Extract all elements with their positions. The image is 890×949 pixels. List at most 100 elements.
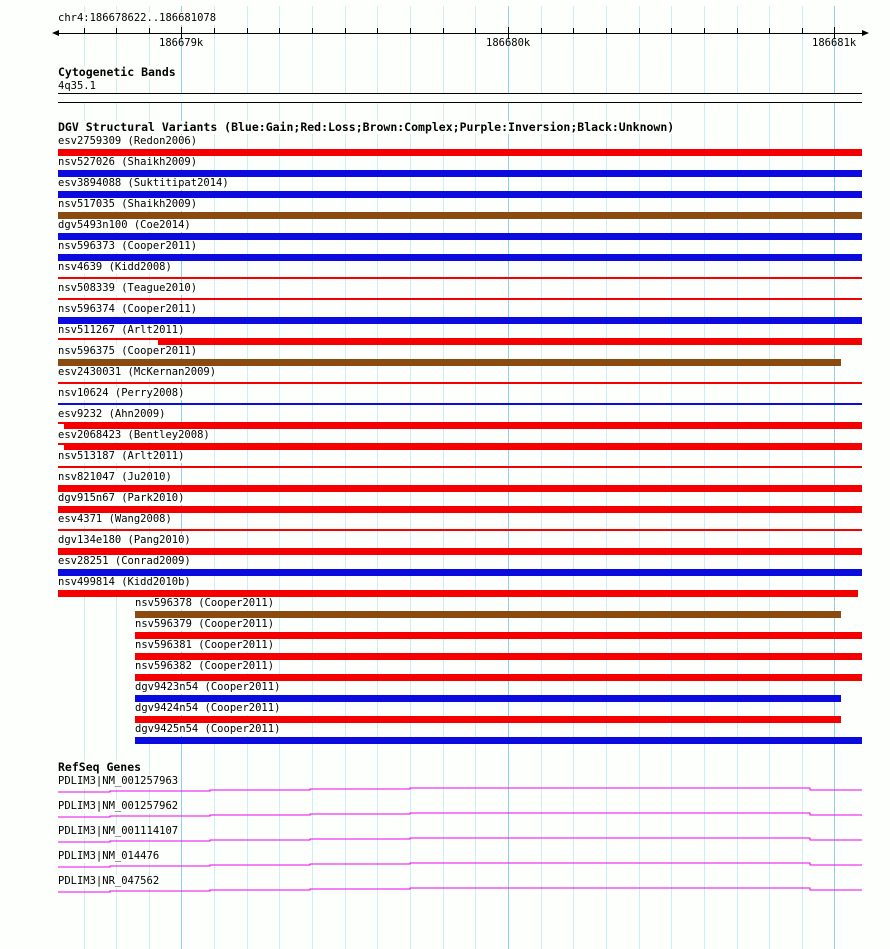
variant-label[interactable]: nsv596375 (Cooper2011) <box>58 345 200 358</box>
minor-gridline <box>247 6 248 949</box>
variant-label[interactable]: esv2759309 (Redon2006) <box>58 135 200 148</box>
minor-gridline <box>214 6 215 949</box>
variant-bar[interactable] <box>135 737 862 744</box>
refseq-genes-header: RefSeq Genes <box>58 760 142 774</box>
variant-label[interactable]: nsv513187 (Arlt2011) <box>58 450 187 463</box>
variant-label[interactable]: nsv527026 (Shaikh2009) <box>58 156 200 169</box>
ruler-minor-tick <box>116 28 117 33</box>
variant-label[interactable]: nsv508339 (Teague2010) <box>58 282 200 295</box>
ruler-minor-tick <box>704 28 705 33</box>
variant-label[interactable]: dgv9423n54 (Cooper2011) <box>135 681 283 694</box>
variant-label[interactable]: nsv10624 (Perry2008) <box>58 387 187 400</box>
variant-bar[interactable] <box>135 674 862 681</box>
ruler-minor-tick <box>606 28 607 33</box>
variant-bar[interactable] <box>135 716 841 723</box>
variant-bar[interactable] <box>135 695 841 702</box>
variant-bar[interactable] <box>58 569 862 576</box>
variant-bar[interactable] <box>135 653 862 660</box>
variant-bar[interactable] <box>58 485 862 492</box>
variant-bar[interactable] <box>158 338 862 345</box>
ruler-minor-tick <box>214 28 215 33</box>
variant-label[interactable]: esv3894088 (Suktitipat2014) <box>58 177 231 190</box>
gene-structure[interactable] <box>58 808 864 822</box>
gene-structure[interactable] <box>58 783 864 797</box>
variant-line[interactable] <box>58 466 862 468</box>
variant-label[interactable]: nsv596373 (Cooper2011) <box>58 240 200 253</box>
variant-label[interactable]: dgv5493n100 (Coe2014) <box>58 219 193 232</box>
gene-structure-line[interactable] <box>58 812 862 818</box>
variant-bar[interactable] <box>135 611 841 618</box>
cytoband-label[interactable]: 4q35.1 <box>58 80 98 93</box>
variant-label[interactable]: esv4371 (Wang2008) <box>58 513 174 526</box>
ruler-tick-label: 186681k <box>812 37 857 49</box>
variant-line[interactable] <box>58 382 862 384</box>
cytoband-glyph[interactable] <box>58 93 862 103</box>
gene-label[interactable]: PDLIM3|NM_014476 <box>58 850 162 863</box>
variant-bar[interactable] <box>64 443 862 450</box>
minor-gridline <box>769 6 770 949</box>
minor-gridline <box>279 6 280 949</box>
minor-gridline <box>737 6 738 949</box>
gene-structure-line[interactable] <box>58 887 862 893</box>
ruler-baseline <box>58 33 862 34</box>
variant-label[interactable]: nsv596378 (Cooper2011) <box>135 597 277 610</box>
variant-label[interactable]: nsv596374 (Cooper2011) <box>58 303 200 316</box>
variant-bar[interactable] <box>58 212 862 219</box>
variant-label[interactable]: dgv134e180 (Pang2010) <box>58 534 193 547</box>
ruler-major-tick <box>834 27 835 39</box>
gene-structure-line[interactable] <box>58 862 862 868</box>
variant-bar[interactable] <box>58 317 862 324</box>
variant-label[interactable]: esv2430031 (McKernan2009) <box>58 366 219 379</box>
minor-gridline <box>606 6 607 949</box>
variant-label[interactable]: esv2068423 (Bentley2008) <box>58 429 212 442</box>
variant-line[interactable] <box>58 298 862 300</box>
variant-label[interactable]: nsv596381 (Cooper2011) <box>135 639 277 652</box>
variant-label[interactable]: nsv596379 (Cooper2011) <box>135 618 277 631</box>
gene-label[interactable]: PDLIM3|NR_047562 <box>58 875 162 888</box>
variant-bar[interactable] <box>58 506 862 513</box>
ruler-minor-tick <box>639 28 640 33</box>
variant-bar[interactable] <box>58 233 862 240</box>
gene-structure[interactable] <box>58 883 864 897</box>
variant-bar[interactable] <box>58 149 862 156</box>
variant-line[interactable] <box>58 277 862 279</box>
gene-label[interactable]: PDLIM3|NM_001257963 <box>58 775 181 788</box>
variant-bar[interactable] <box>58 548 862 555</box>
variant-bar[interactable] <box>58 191 862 198</box>
ruler-tick-label: 186680k <box>486 37 531 49</box>
variant-line[interactable] <box>58 338 158 340</box>
variant-bar[interactable] <box>58 170 862 177</box>
variant-label[interactable]: nsv511267 (Arlt2011) <box>58 324 187 337</box>
variant-label[interactable]: dgv9425n54 (Cooper2011) <box>135 723 283 736</box>
gene-label[interactable]: PDLIM3|NM_001114107 <box>58 825 181 838</box>
variant-label[interactable]: dgv9424n54 (Cooper2011) <box>135 702 283 715</box>
variant-bar[interactable] <box>58 254 862 261</box>
variant-bar[interactable] <box>58 359 841 366</box>
variant-line[interactable] <box>58 529 862 531</box>
variant-bar[interactable] <box>58 590 858 597</box>
variant-line[interactable] <box>58 422 64 424</box>
variant-label[interactable]: nsv517035 (Shaikh2009) <box>58 198 200 211</box>
gene-structure[interactable] <box>58 858 864 872</box>
variant-line[interactable] <box>58 443 64 445</box>
gene-structure[interactable] <box>58 833 864 847</box>
ruler-minor-tick <box>377 28 378 33</box>
variant-label[interactable]: nsv4639 (Kidd2008) <box>58 261 174 274</box>
variant-label[interactable]: nsv499814 (Kidd2010b) <box>58 576 193 589</box>
ruler-minor-tick <box>671 28 672 33</box>
variant-label[interactable]: nsv821047 (Ju2010) <box>58 471 174 484</box>
variant-bar[interactable] <box>135 632 862 639</box>
gene-structure-line[interactable] <box>58 787 862 793</box>
gene-structure-line[interactable] <box>58 837 862 843</box>
variant-label[interactable]: dgv915n67 (Park2010) <box>58 492 187 505</box>
variant-label[interactable]: esv28251 (Conrad2009) <box>58 555 193 568</box>
variant-line[interactable] <box>58 403 862 405</box>
major-gridline <box>508 6 509 949</box>
ruler-minor-tick <box>247 28 248 33</box>
gene-label[interactable]: PDLIM3|NM_001257962 <box>58 800 181 813</box>
variant-label[interactable]: nsv596382 (Cooper2011) <box>135 660 277 673</box>
ruler-minor-tick <box>737 28 738 33</box>
variant-label[interactable]: esv9232 (Ahn2009) <box>58 408 168 421</box>
variant-bar[interactable] <box>64 422 862 429</box>
